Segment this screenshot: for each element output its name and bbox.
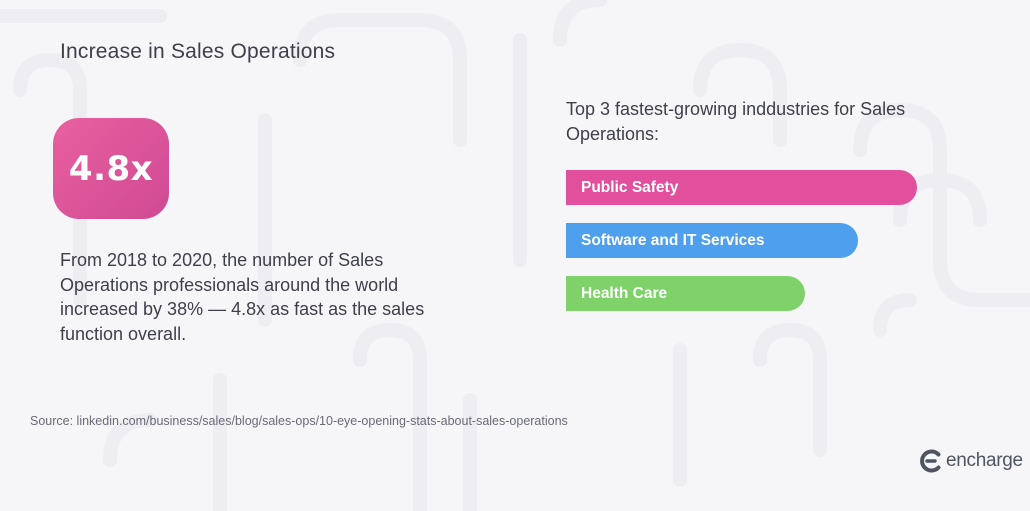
encharge-logo-icon	[920, 449, 941, 473]
brand-name: encharge	[946, 450, 1023, 471]
page-title: Increase in Sales Operations	[60, 40, 336, 63]
brand-logo: encharge	[918, 448, 1023, 474]
stat-value: 4.8x	[68, 148, 154, 189]
bar-label: Public Safety	[581, 178, 679, 196]
bar-label: Health Care	[581, 284, 668, 302]
bar-chart: Public Safety Software and IT Services Hea…	[566, 170, 926, 320]
bar-software-and-it-services: Software and IT Services	[566, 223, 858, 258]
source-citation: Source: linkedin.com/business/sales/blog…	[30, 414, 568, 428]
bar-health-care: Health Care	[566, 276, 805, 311]
bar-public-safety: Public Safety	[566, 170, 917, 205]
stat-badge: 4.8x	[53, 118, 169, 219]
bar-label: Software and IT Services	[581, 231, 765, 249]
description-text: From 2018 to 2020, the number of Sales O…	[60, 250, 425, 344]
chart-title: Top 3 fastest-growing inddustries for Sa…	[566, 99, 906, 144]
